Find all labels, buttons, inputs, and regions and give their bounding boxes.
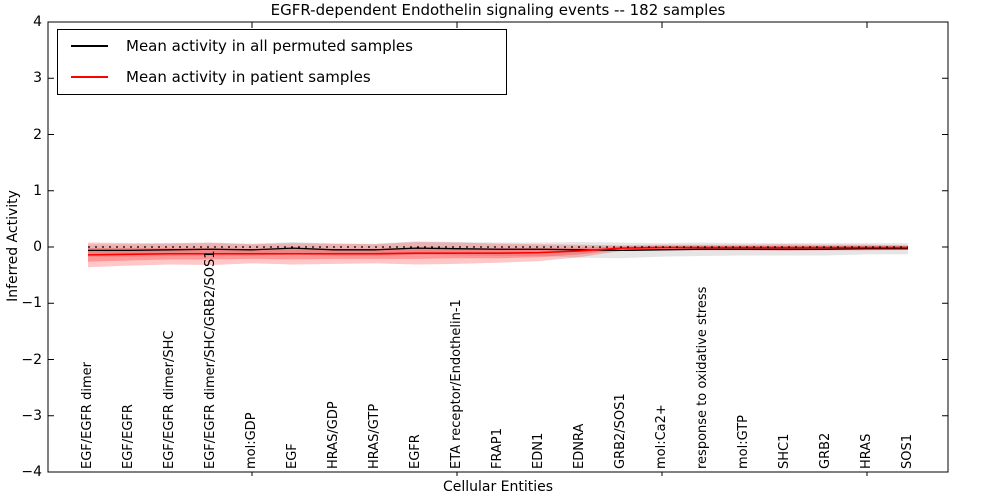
y-tick-label: 1: [33, 182, 42, 199]
y-tick-label: 0: [33, 239, 42, 255]
x-tick-label: EGF/EGFR dimer/SHC/GRB2/SOS1: [203, 250, 218, 470]
x-tick-label: FRAP1: [490, 428, 505, 469]
x-tick-label: HRAS/GTP: [367, 403, 382, 469]
x-tick-label: HRAS/GDP: [326, 401, 341, 469]
patient-line-swatch: [71, 75, 108, 78]
legend-label-permuted: Mean activity in all permuted samples: [126, 36, 413, 55]
x-tick-label: EGF: [285, 443, 300, 469]
series-line-0: [88, 247, 908, 252]
y-tick-label: −4: [21, 464, 42, 480]
permuted-line-swatch: [71, 44, 108, 47]
x-tick-label: SOS1: [900, 433, 915, 469]
y-tick-label: 4: [33, 14, 42, 30]
x-tick-label: ETA receptor/Endothelin-1: [449, 299, 464, 469]
y-tick-label: −2: [21, 351, 42, 368]
series-line-1: [87, 246, 908, 256]
legend-label-patient: Mean activity in patient samples: [126, 67, 371, 86]
legend-item-patient: Mean activity in patient samples: [58, 61, 506, 92]
x-tick-label: EDNRA: [572, 423, 587, 469]
legend-item-permuted: Mean activity in all permuted samples: [58, 30, 506, 61]
x-axis-label: Cellular Entities: [442, 479, 554, 495]
x-tick-label: SHC1: [777, 433, 792, 469]
x-tick-label: GRB2: [818, 432, 833, 469]
x-tick-label: HRAS: [859, 433, 874, 469]
y-tick-label: 2: [33, 126, 42, 143]
y-tick-label: −1: [21, 295, 42, 312]
x-tick-label: mol:Ca2+: [654, 404, 669, 469]
x-tick-label: EDN1: [531, 432, 546, 469]
x-tick-label: EGF/EGFR dimer/SHC: [162, 330, 177, 469]
x-tick-label: mol:GDP: [244, 412, 259, 469]
x-tick-label: EGFR: [408, 434, 423, 469]
x-tick-label: response to oxidative stress: [695, 286, 710, 469]
x-tick-label: mol:GTP: [736, 415, 751, 469]
chart-title: EGFR-dependent Endothelin signaling even…: [270, 1, 726, 19]
x-tick-label: EGF/EGFR: [121, 404, 136, 469]
x-tick-label: GRB2/SOS1: [613, 393, 628, 469]
y-tick-label: −3: [21, 407, 42, 424]
x-tick-label: EGF/EGFR dimer: [80, 362, 95, 469]
legend: Mean activity in all permuted samples Me…: [57, 29, 507, 95]
y-tick-label: 3: [33, 70, 42, 87]
